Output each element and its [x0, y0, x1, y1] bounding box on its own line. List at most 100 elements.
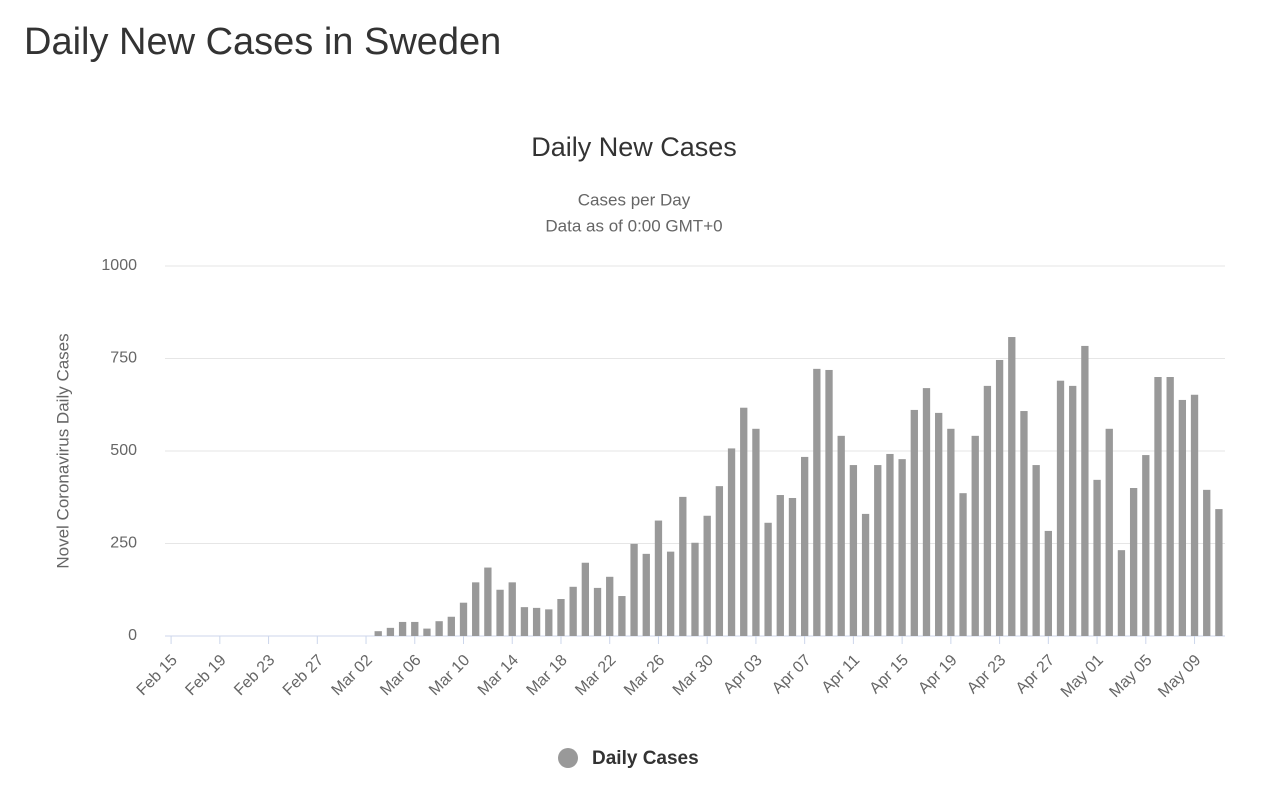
- y-tick-label: 1000: [101, 257, 137, 274]
- bar: [1215, 509, 1223, 636]
- bar: [1081, 345, 1089, 636]
- bar: [484, 567, 492, 636]
- bar: [557, 599, 565, 636]
- y-axis-label: Novel Coronavirus Daily Cases: [53, 333, 72, 568]
- x-tick-label: May 05: [1106, 652, 1155, 701]
- bar: [1044, 530, 1052, 636]
- bar: [447, 616, 455, 636]
- bar: [1190, 394, 1199, 636]
- bar: [874, 465, 882, 636]
- bar: [691, 542, 699, 636]
- bar: [1129, 488, 1138, 636]
- bar: [1117, 550, 1126, 636]
- x-tick-label: Mar 26: [621, 652, 668, 699]
- bar: [642, 553, 650, 636]
- bar: [861, 513, 870, 636]
- bar: [1008, 337, 1016, 636]
- bar: [910, 409, 918, 636]
- bar: [593, 587, 602, 636]
- bar: [435, 621, 443, 636]
- x-tick-label: Feb 23: [231, 652, 278, 699]
- x-tick-label: Mar 06: [377, 652, 424, 699]
- bar: [398, 621, 407, 636]
- bar: [752, 428, 760, 636]
- bar: [703, 515, 711, 636]
- bar: [520, 607, 529, 636]
- x-tick-label: May 09: [1155, 652, 1204, 701]
- chart-subtitle: Data as of 0:00 GMT+0: [545, 216, 722, 235]
- x-tick-label: Mar 18: [524, 652, 571, 699]
- x-tick-label: Apr 19: [915, 652, 960, 697]
- bar: [1020, 411, 1028, 636]
- bar: [801, 456, 809, 636]
- bar: [386, 627, 395, 636]
- x-tick-label: May 01: [1058, 652, 1107, 701]
- legend-label: Daily Cases: [592, 748, 699, 769]
- x-tick-label: Feb 27: [280, 652, 327, 699]
- bar: [995, 359, 1004, 636]
- chart-title: Daily New Cases: [531, 132, 737, 162]
- bar: [618, 596, 626, 636]
- bar: [715, 486, 724, 636]
- bar: [983, 385, 992, 636]
- x-tick-label: Apr 03: [720, 652, 765, 697]
- x-tick-label: Apr 11: [819, 652, 864, 697]
- bar: [654, 520, 663, 636]
- bar: [569, 586, 577, 636]
- bar: [764, 522, 772, 636]
- legend-marker: [558, 748, 578, 768]
- bar: [496, 589, 504, 636]
- x-tick-label: Mar 02: [329, 652, 376, 699]
- bar: [1154, 377, 1162, 636]
- x-tick-label: Mar 14: [475, 652, 522, 699]
- bar: [1069, 385, 1077, 636]
- bar: [606, 576, 614, 636]
- bar: [959, 493, 967, 636]
- bar: [776, 495, 784, 636]
- bar: [1032, 465, 1040, 636]
- bar: [788, 497, 797, 636]
- y-tick-label: 500: [110, 442, 137, 459]
- x-tick-label: Feb 19: [182, 652, 229, 699]
- bar: [971, 435, 979, 636]
- bar: [630, 543, 638, 636]
- bar: [813, 368, 821, 636]
- x-tick-label: Apr 27: [1013, 652, 1058, 697]
- x-tick-label: Mar 10: [426, 652, 473, 699]
- chart-subtitle: Cases per Day: [578, 190, 691, 209]
- bar: [849, 465, 858, 636]
- bar: [459, 602, 468, 636]
- bar: [1056, 380, 1065, 636]
- bar: [740, 407, 748, 636]
- bar: [947, 428, 955, 636]
- bar: [1105, 428, 1113, 636]
- bar: [825, 369, 833, 636]
- bar: [886, 453, 894, 636]
- bar: [679, 496, 687, 636]
- bar: [1093, 479, 1101, 636]
- bar: [423, 628, 431, 636]
- bar: [472, 582, 480, 636]
- x-tick-label: Mar 30: [670, 652, 717, 699]
- y-tick-label: 250: [110, 535, 137, 552]
- bar: [374, 631, 382, 636]
- y-tick-label: 0: [128, 627, 137, 644]
- bar: [532, 607, 541, 636]
- bar: [545, 609, 553, 636]
- bar: [508, 582, 516, 636]
- x-tick-label: Apr 23: [964, 652, 1009, 697]
- bar: [666, 551, 675, 636]
- x-tick-label: Mar 22: [572, 652, 619, 699]
- bar: [581, 562, 589, 636]
- bar: [837, 435, 845, 636]
- bar: [1203, 489, 1211, 636]
- bar: [898, 459, 906, 636]
- bar: [727, 448, 736, 636]
- bar: [1178, 399, 1187, 636]
- bar: [935, 412, 943, 636]
- bar: [1166, 377, 1174, 636]
- bar: [922, 388, 931, 636]
- x-tick-label: Feb 15: [134, 652, 181, 699]
